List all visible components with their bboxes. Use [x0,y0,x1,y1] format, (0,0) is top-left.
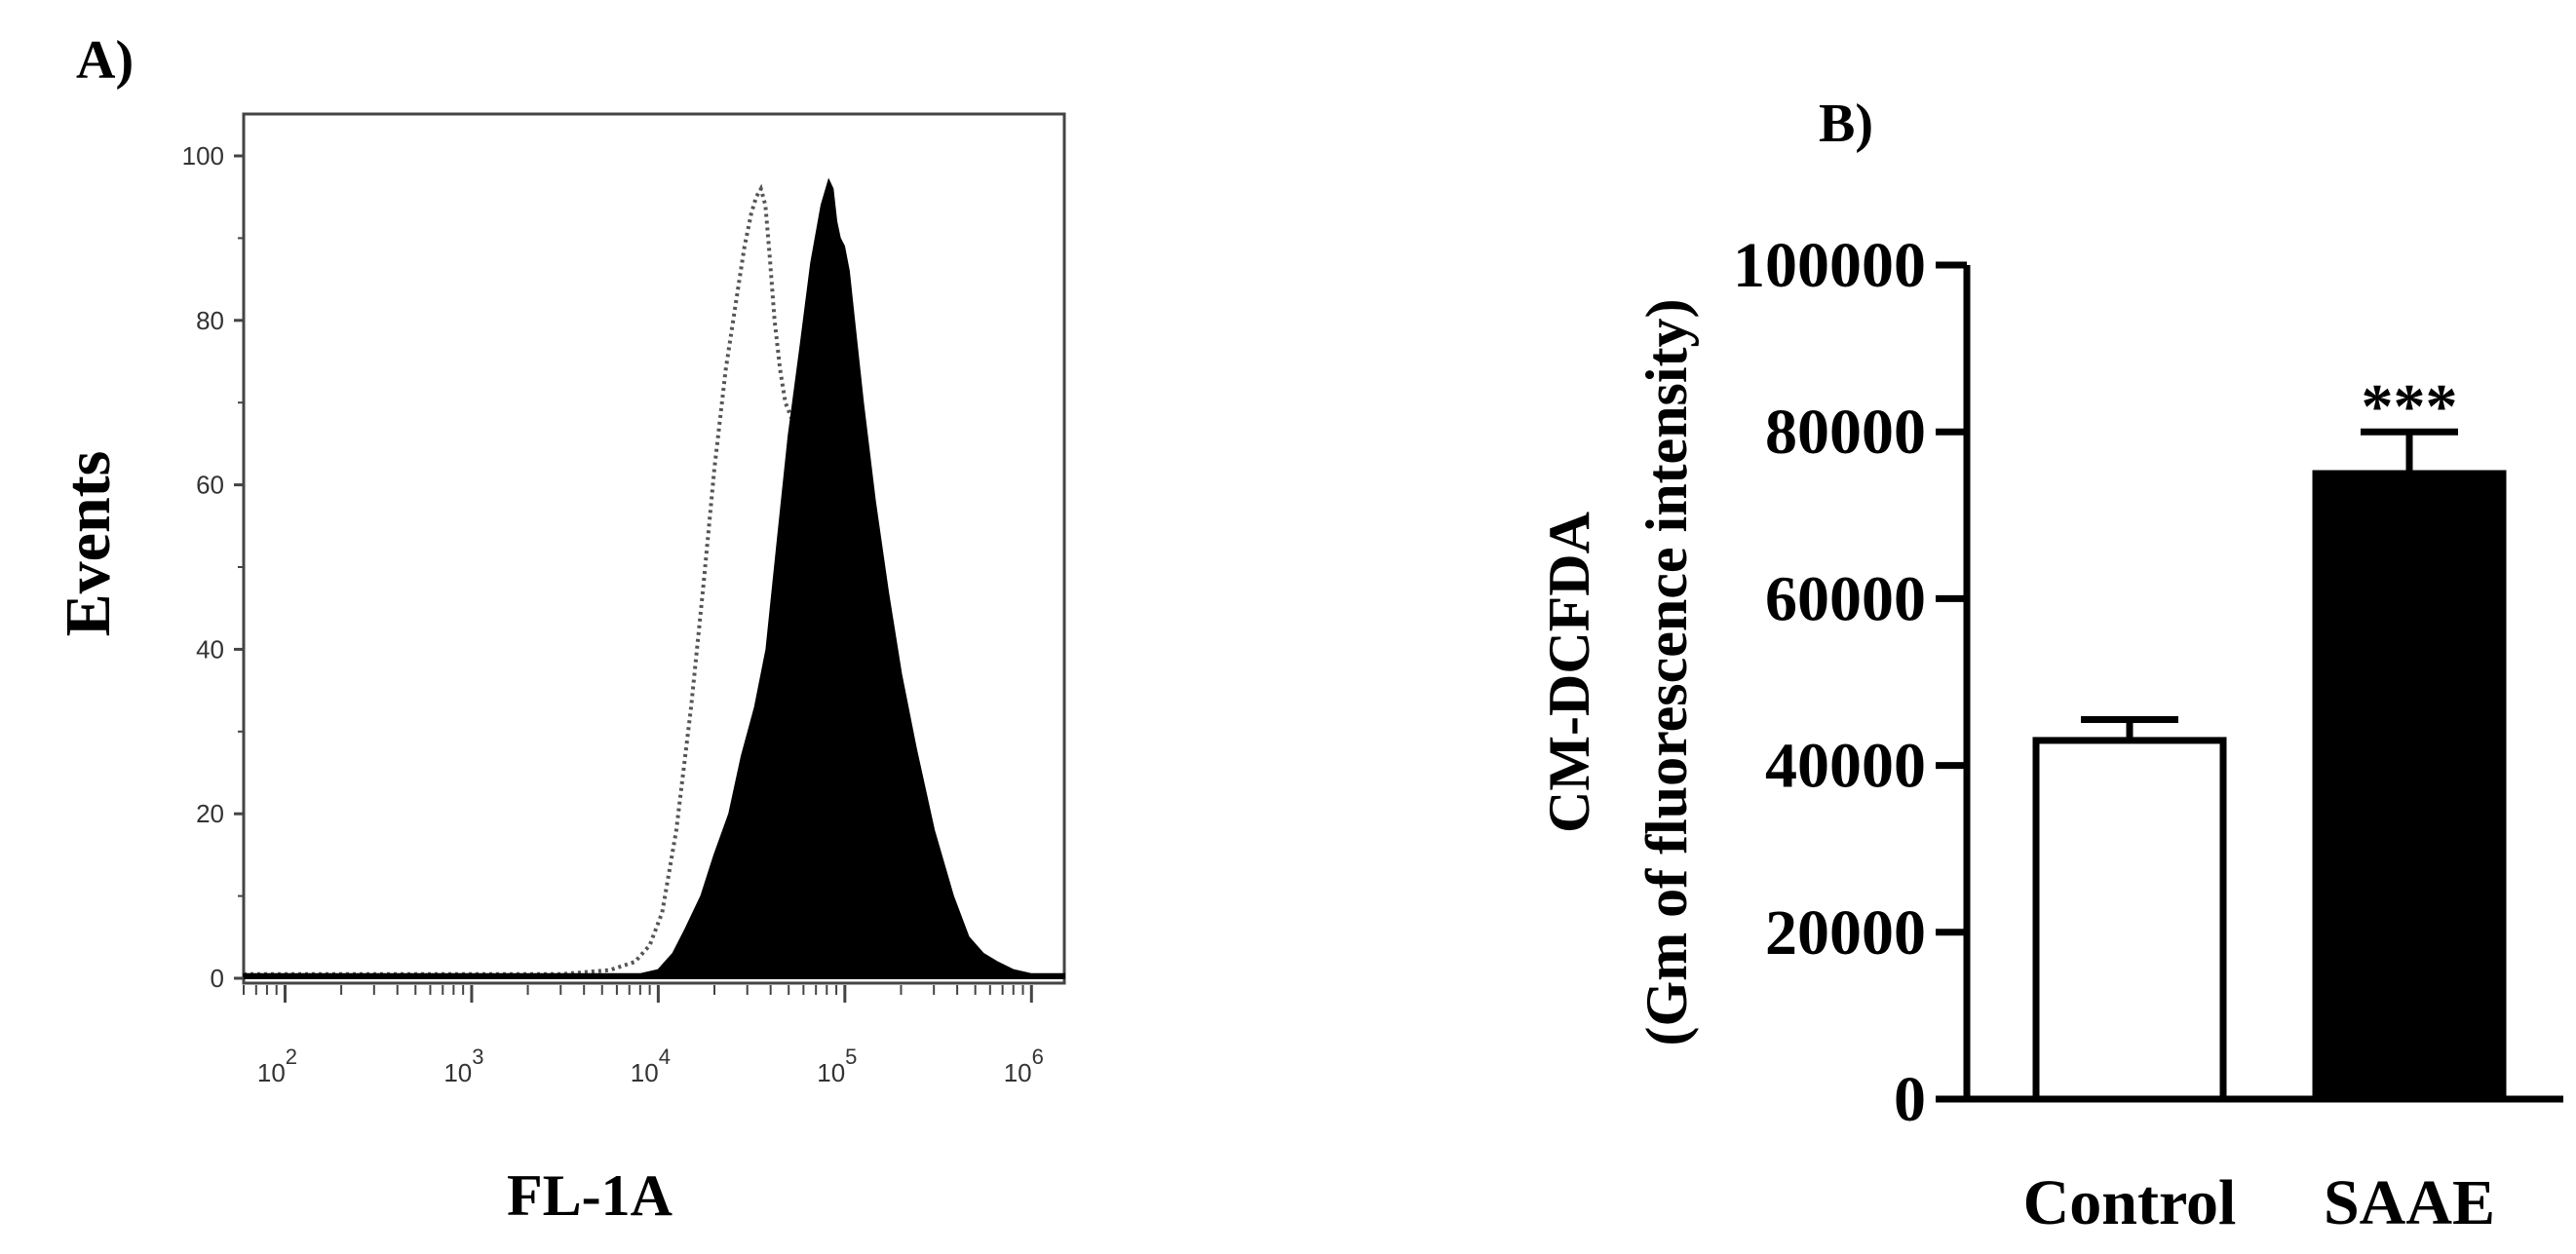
histogram-series-filled [243,177,1065,979]
bar-y-tick-label: 80000 [1765,397,1926,468]
bar-saae [2312,470,2507,1103]
bar-plot-area: Control *** SAAE [2023,371,2507,1238]
histogram-y-tick-label: 40 [196,634,224,664]
panel-a-label: A) [76,30,134,91]
significance-marker: *** [2362,371,2458,442]
histogram-y-tick-label: 0 [211,964,224,993]
panel-a: A) 0 20 40 60 80 100 102 103 104 105 106 Events F… [53,30,1066,1228]
bar-y-axis-title-line1: CM-DCFDA [1537,512,1601,833]
histogram-y-tick-label: 20 [196,799,224,828]
bar-y-tick-label: 20000 [1765,897,1926,969]
panel-b: B) 0 20000 40000 60000 80000 100000 Control **… [1537,94,2563,1238]
histogram-x-tick-label: 105 [817,1045,857,1087]
bar-category-label: SAAE [2324,1167,2495,1238]
bar-y-tick-label: 0 [1894,1064,1926,1135]
bar-category-label: Control [2023,1167,2237,1238]
histogram-y-tick-label: 80 [196,306,224,335]
bar-y-tick-label: 60000 [1765,563,1926,634]
histogram-plot-area [243,177,1065,979]
histogram-y-axis: 0 20 40 60 80 100 [182,141,244,993]
histogram-y-tick-label: 100 [182,141,224,171]
bar-y-axis: 0 20000 40000 60000 80000 100000 [1733,230,2563,1135]
bar-y-tick-label: 40000 [1765,731,1926,802]
bar-control [2032,737,2227,1103]
histogram-series-dotted [244,183,808,976]
histogram-plot-frame [242,112,1066,985]
histogram-y-tick-label: 60 [196,471,224,500]
histogram-x-tick-label: 102 [257,1045,297,1087]
histogram-y-axis-title: Events [53,451,124,637]
histogram-x-axis: 102 103 104 105 106 [243,985,1044,1087]
histogram-x-axis-title: FL-1A [507,1163,673,1228]
histogram-x-tick-label: 104 [631,1045,671,1087]
bar-y-tick-label: 100000 [1733,230,1926,301]
bar-y-axis-title-line2: (Gm of fluorescence intensity) [1634,298,1699,1045]
panel-b-label: B) [1819,94,1873,154]
histogram-x-tick-label: 103 [443,1045,483,1087]
histogram-x-tick-label: 106 [1004,1045,1044,1087]
